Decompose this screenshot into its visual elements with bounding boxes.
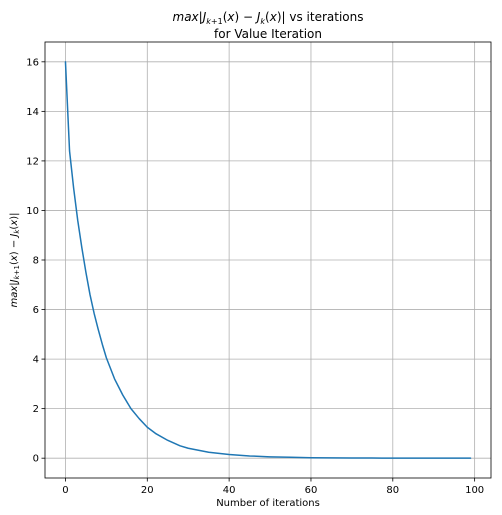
chart-title-line2: for Value Iteration [214, 27, 322, 41]
y-tick-label: 2 [33, 404, 39, 415]
y-tick-label: 14 [26, 107, 39, 118]
y-tick-label: 8 [33, 256, 39, 267]
y-tick-label: 16 [26, 57, 39, 68]
chart-title-line1: max|Jk+1(x) − Jk(x)| vs iterations [173, 10, 364, 26]
x-tick-label: 100 [465, 485, 484, 496]
y-tick-label: 4 [33, 355, 39, 366]
series-layer [64, 61, 472, 459]
x-tick-label: 40 [223, 485, 236, 496]
y-axis-label: max|Jk+1(x) − Jk(x)| [9, 212, 21, 307]
x-tick-label: 20 [141, 485, 154, 496]
x-tick-label: 0 [62, 485, 68, 496]
grid [45, 42, 491, 478]
y-tick-label: 12 [26, 156, 39, 167]
x-tick-label: 80 [386, 485, 399, 496]
y-tick-label: 6 [33, 305, 39, 316]
y-axis-ticks: 0 2 4 6 8 10 12 14 16 [26, 57, 45, 465]
y-tick-label: 0 [33, 454, 39, 465]
x-axis-ticks: 0 20 40 60 80 100 [62, 478, 484, 496]
series-line [64, 61, 472, 459]
x-tick-label: 60 [305, 485, 318, 496]
y-tick-label: 10 [26, 206, 39, 217]
x-axis-label: Number of iterations [216, 498, 320, 509]
